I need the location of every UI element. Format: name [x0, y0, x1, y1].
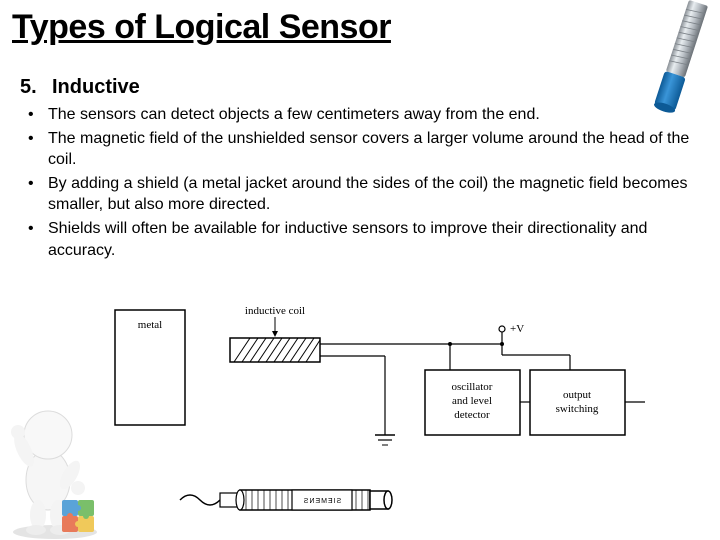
osc-line2: and level	[452, 395, 492, 407]
schematic-diagram: metal inductive coil +V	[110, 300, 650, 530]
bullet-item: Shields will often be available for indu…	[22, 218, 698, 261]
voltage-node	[499, 326, 505, 332]
bullet-item: The magnetic field of the unshielded sen…	[22, 128, 698, 171]
voltage-label: +V	[510, 323, 524, 335]
section-subtitle: Inductive	[52, 76, 140, 99]
bullet-list: The sensors can detect objects a few cen…	[22, 104, 698, 263]
page-title: Types of Logical Sensor	[12, 8, 391, 47]
osc-line3: detector	[454, 409, 490, 421]
bullet-item: By adding a shield (a metal jacket aroun…	[22, 173, 698, 216]
slide: Types of Logical Sensor 5. Inductive The…	[0, 0, 720, 540]
coil-label: inductive coil	[245, 305, 305, 317]
section-number: 5.	[20, 76, 37, 99]
metal-label: metal	[138, 319, 162, 331]
osc-line1: oscillator	[452, 381, 493, 393]
bullet-item: The sensors can detect objects a few cen…	[22, 104, 698, 126]
out-line1: output	[563, 389, 591, 401]
sensor-drawing: SIEMENS	[180, 490, 392, 510]
siemens-label: SIEMENS	[303, 498, 342, 505]
sensor-photo	[650, 0, 710, 120]
out-line2: switching	[556, 403, 599, 415]
mascot-figure	[0, 380, 110, 540]
